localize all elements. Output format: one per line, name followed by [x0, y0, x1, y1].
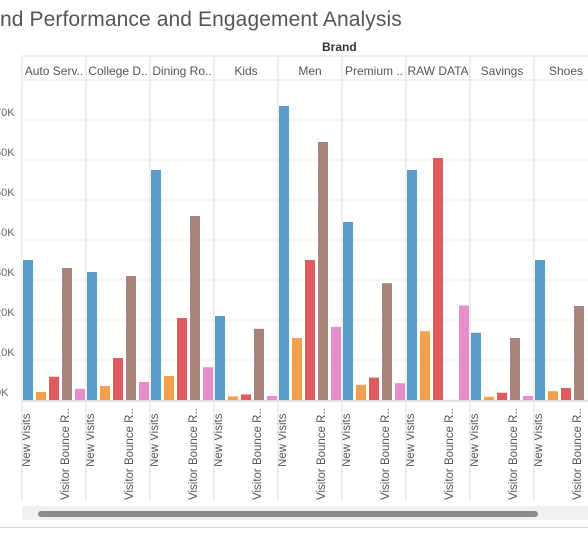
y-tick-label: 0K [0, 387, 9, 399]
bar[interactable] [471, 332, 481, 400]
bar[interactable] [356, 384, 366, 400]
bar[interactable] [407, 170, 417, 400]
bar[interactable] [164, 376, 174, 400]
bar[interactable] [497, 392, 507, 400]
bar[interactable] [523, 396, 533, 400]
pane-header-label: Kids [234, 64, 258, 78]
bar[interactable] [177, 318, 187, 400]
bar[interactable] [36, 392, 46, 400]
pane-header-label: RAW DATA [407, 64, 469, 78]
bar[interactable] [561, 388, 571, 400]
bar[interactable] [241, 394, 251, 400]
bar[interactable] [228, 396, 238, 400]
bar[interactable] [331, 326, 341, 400]
bar[interactable] [23, 260, 33, 400]
pane-header-label: Savings [480, 64, 524, 78]
bar[interactable] [75, 388, 85, 400]
pane-header-label: Shoes [548, 64, 584, 78]
bar[interactable] [279, 106, 289, 400]
bar[interactable] [190, 216, 200, 400]
bar[interactable] [254, 328, 264, 400]
bar[interactable] [510, 338, 520, 400]
bar[interactable] [62, 268, 72, 400]
bottom-divider [0, 527, 588, 528]
bar[interactable] [292, 338, 302, 400]
bar[interactable] [215, 316, 225, 400]
bar[interactable] [87, 272, 97, 400]
column-header-brand: Brand [322, 40, 357, 54]
y-tick-label: 50K [0, 187, 15, 199]
bar[interactable] [484, 396, 494, 400]
bar[interactable] [369, 377, 379, 400]
bar[interactable] [395, 383, 405, 400]
bar[interactable] [113, 358, 123, 400]
y-tick-label: 40K [0, 227, 15, 239]
y-tick-label: 30K [0, 267, 15, 279]
pane-header-label: Auto Serv.. [24, 64, 84, 78]
bar[interactable] [267, 396, 277, 400]
bar[interactable] [126, 276, 136, 400]
bar[interactable] [318, 142, 328, 400]
bar[interactable] [459, 305, 469, 400]
bar[interactable] [574, 306, 584, 400]
scrollbar-thumb[interactable] [38, 511, 538, 517]
pane-header-label: Premium .. [344, 64, 403, 78]
bar[interactable] [548, 391, 558, 400]
y-tick-label: 10K [0, 347, 15, 359]
bar[interactable] [151, 170, 161, 400]
bar[interactable] [49, 376, 59, 400]
bar[interactable] [433, 158, 443, 400]
bar[interactable] [100, 386, 110, 400]
y-tick-label: 70K [0, 107, 15, 119]
bar[interactable] [535, 260, 545, 400]
bar[interactable] [420, 331, 430, 400]
pane-header-label: College D.. [88, 64, 148, 78]
bar[interactable] [203, 367, 213, 400]
bar[interactable] [343, 222, 353, 400]
bar[interactable] [139, 382, 149, 400]
bar[interactable] [305, 260, 315, 400]
chart-title: nd Performance and Engagement Analysis [0, 8, 402, 31]
bar[interactable] [382, 283, 392, 400]
pane-header-label: Dining Ro.. [152, 64, 212, 78]
y-tick-label: 60K [0, 147, 15, 159]
y-tick-label: 20K [0, 307, 15, 319]
pane-header-label: Men [298, 64, 322, 78]
